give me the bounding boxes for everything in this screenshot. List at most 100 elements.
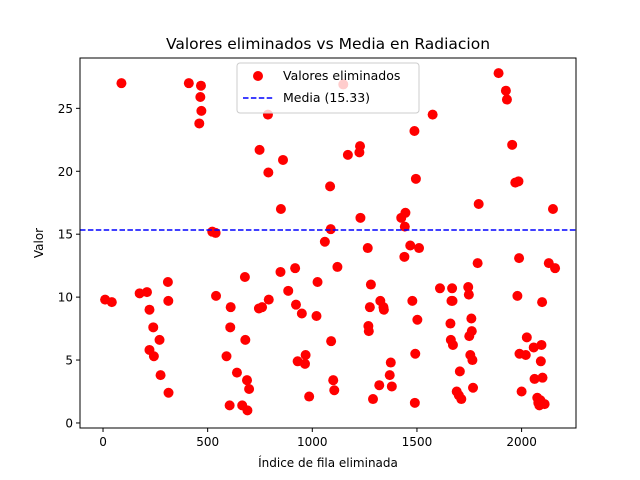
legend-label-points: Valores eliminados	[283, 68, 400, 83]
data-point	[399, 251, 410, 262]
data-point	[329, 385, 340, 396]
data-point	[456, 394, 467, 405]
data-point	[332, 261, 343, 272]
data-point	[466, 326, 477, 337]
data-point	[242, 375, 253, 386]
y-tick-label: 25	[58, 102, 73, 116]
data-point	[163, 387, 174, 398]
data-point	[196, 105, 207, 116]
data-point	[384, 370, 395, 381]
data-point	[155, 370, 166, 381]
data-point	[468, 382, 479, 393]
data-point	[148, 322, 159, 333]
data-point	[195, 80, 206, 91]
data-point	[378, 304, 389, 315]
data-point	[535, 356, 546, 367]
data-point	[254, 144, 265, 155]
legend: Valores eliminados Media (15.33)	[236, 62, 420, 114]
y-tick-label: 15	[58, 228, 73, 242]
x-axis-label: Índice de fila eliminada	[258, 455, 398, 470]
data-point	[244, 383, 255, 394]
data-point	[283, 285, 294, 296]
data-point	[550, 263, 561, 274]
data-point	[342, 149, 353, 160]
data-point	[537, 297, 548, 308]
data-point	[536, 339, 547, 350]
data-point	[454, 366, 465, 377]
data-point	[194, 118, 205, 129]
data-point	[328, 375, 339, 386]
data-point	[325, 224, 336, 235]
data-point	[240, 334, 251, 345]
y-axis: 0 5 10 15 20 25	[58, 102, 80, 430]
data-point	[231, 367, 242, 378]
data-point	[407, 295, 418, 306]
data-point	[463, 282, 474, 293]
data-point	[325, 181, 336, 192]
data-point	[447, 339, 458, 350]
data-point	[493, 68, 504, 79]
data-point	[163, 295, 174, 306]
data-point	[304, 391, 315, 402]
data-point	[414, 243, 425, 254]
legend-label-mean: Media (15.33)	[283, 90, 370, 105]
data-point	[399, 221, 410, 232]
data-point	[239, 271, 250, 282]
legend-box	[236, 62, 420, 114]
data-point	[278, 154, 288, 165]
data-point	[183, 78, 194, 89]
data-point	[299, 358, 310, 369]
data-point	[427, 109, 438, 120]
data-point	[211, 290, 222, 301]
data-point	[412, 314, 423, 325]
data-point	[466, 313, 477, 324]
data-point	[221, 351, 232, 362]
y-tick-label: 20	[58, 165, 73, 179]
data-point	[386, 381, 397, 392]
data-point	[539, 399, 550, 410]
data-point	[225, 322, 236, 333]
data-point	[263, 167, 274, 178]
data-point	[355, 141, 366, 152]
data-point	[257, 302, 268, 313]
data-point	[224, 400, 235, 411]
points-layer	[100, 68, 561, 416]
data-point	[290, 299, 301, 310]
data-point	[319, 236, 330, 247]
data-point	[275, 204, 286, 215]
data-point	[514, 253, 525, 264]
data-point	[363, 326, 374, 337]
data-point	[154, 334, 165, 345]
data-point	[162, 277, 173, 288]
data-point	[528, 342, 539, 353]
data-point	[385, 357, 396, 368]
data-point	[516, 386, 527, 397]
data-point	[365, 279, 376, 290]
data-point	[501, 94, 512, 105]
data-point	[300, 350, 311, 361]
data-point	[148, 351, 159, 362]
data-point	[473, 198, 484, 209]
data-point	[409, 397, 420, 408]
data-point	[364, 302, 375, 313]
data-point	[144, 304, 155, 315]
legend-marker-points	[253, 71, 263, 81]
data-point	[512, 290, 523, 301]
y-tick-label: 5	[65, 354, 73, 368]
data-point	[296, 308, 307, 319]
data-point	[500, 85, 511, 96]
data-point	[242, 405, 253, 416]
data-point	[141, 287, 152, 298]
data-point	[225, 302, 236, 313]
y-tick-label: 0	[65, 416, 73, 430]
data-point	[547, 204, 558, 215]
data-point	[520, 350, 531, 361]
y-axis-label: Valor	[32, 228, 46, 258]
data-point	[410, 348, 421, 359]
chart-title: Valores eliminados vs Media en Radiacion	[166, 35, 490, 53]
data-point	[513, 176, 524, 187]
data-point	[521, 332, 532, 343]
data-point	[374, 380, 385, 391]
data-point	[355, 212, 366, 223]
data-point	[434, 283, 445, 294]
